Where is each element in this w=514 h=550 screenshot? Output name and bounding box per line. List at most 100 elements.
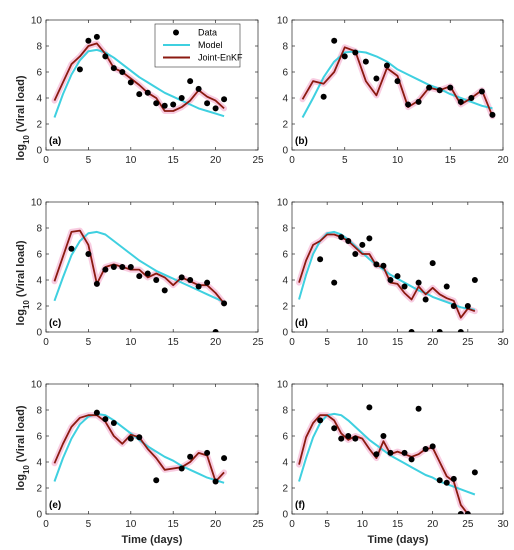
data-point xyxy=(373,75,380,82)
y-tick-label: 2 xyxy=(282,484,288,495)
data-point xyxy=(331,425,338,432)
y-tick-label: 2 xyxy=(36,120,42,131)
data-point xyxy=(127,435,134,442)
data-point xyxy=(331,279,338,286)
data-point xyxy=(450,475,457,482)
x-tick-label: 25 xyxy=(462,519,474,530)
data-point xyxy=(401,283,408,290)
y-tick-label: 6 xyxy=(282,250,288,261)
enkf-line xyxy=(298,414,469,514)
x-tick-label: 5 xyxy=(324,337,330,348)
data-point xyxy=(153,100,160,107)
xlabel-right: Time (days) xyxy=(368,534,429,546)
x-tick-label: 30 xyxy=(497,519,509,530)
x-tick-label: 0 xyxy=(289,155,295,166)
data-point xyxy=(489,111,496,118)
y-tick-label: 8 xyxy=(282,224,288,235)
x-tick-label: 10 xyxy=(125,155,137,166)
data-point xyxy=(436,87,443,94)
legend-label-model: Model xyxy=(198,40,223,50)
enkf-line xyxy=(298,233,476,319)
data-point xyxy=(76,66,83,73)
data-point xyxy=(212,105,219,112)
data-point xyxy=(352,435,359,442)
data-point xyxy=(317,417,324,424)
panel-label-c: (c) xyxy=(49,318,61,329)
data-point xyxy=(170,101,177,108)
data-point xyxy=(366,404,373,411)
data-point xyxy=(119,264,126,270)
data-point xyxy=(187,78,194,85)
plot-content-a xyxy=(51,33,228,118)
data-point xyxy=(127,79,134,86)
x-tick-label: 0 xyxy=(289,337,295,348)
data-point xyxy=(380,262,387,269)
data-point xyxy=(341,53,348,60)
x-tick-label: 0 xyxy=(43,155,49,166)
panel-label-a: (a) xyxy=(49,136,61,147)
y-tick-label: 2 xyxy=(36,302,42,313)
data-point xyxy=(415,405,422,412)
data-point xyxy=(450,303,457,309)
plot-content-b xyxy=(299,37,496,120)
x-tick-label: 5 xyxy=(86,337,92,348)
y-tick-label: 10 xyxy=(31,380,43,391)
data-point xyxy=(178,274,185,281)
data-point xyxy=(204,100,211,107)
data-point xyxy=(373,261,380,268)
legend-label-enkf: Joint-EnKF xyxy=(198,53,243,63)
data-point xyxy=(331,37,338,44)
model-line xyxy=(301,50,493,118)
y-tick-label: 6 xyxy=(282,68,288,79)
data-point xyxy=(471,469,478,476)
data-point xyxy=(426,84,433,91)
x-tick-label: 15 xyxy=(168,155,180,166)
data-point xyxy=(394,78,401,85)
x-tick-label: 15 xyxy=(392,519,404,530)
data-point xyxy=(468,95,475,101)
data-point xyxy=(464,303,471,309)
y-tick-label: 4 xyxy=(36,94,42,105)
y-tick-label: 8 xyxy=(36,224,42,235)
legend-label-data: Data xyxy=(198,28,217,38)
x-tick-label: 15 xyxy=(392,337,404,348)
plot-content-e xyxy=(51,409,228,485)
x-tick-label: 5 xyxy=(86,519,92,530)
data-point xyxy=(221,96,228,103)
x-tick-label: 5 xyxy=(324,519,330,530)
data-point xyxy=(153,277,160,283)
x-tick-label: 10 xyxy=(357,337,369,348)
data-point xyxy=(178,95,185,101)
data-point xyxy=(352,251,359,257)
legend-data-marker xyxy=(173,29,179,36)
ylabel-bottom: log10 (Viral load) xyxy=(15,405,31,490)
data-point xyxy=(345,433,352,439)
data-point xyxy=(436,477,443,484)
data-point xyxy=(102,53,109,60)
y-tick-label: 4 xyxy=(282,276,288,287)
y-tick-label: 4 xyxy=(36,276,42,287)
y-tick-label: 6 xyxy=(36,250,42,261)
data-point xyxy=(187,453,194,460)
panel-label-b: (b) xyxy=(295,136,308,147)
y-tick-label: 10 xyxy=(31,198,43,209)
data-point xyxy=(405,101,412,108)
y-tick-label: 6 xyxy=(282,432,288,443)
data-point xyxy=(93,409,100,416)
data-point xyxy=(85,251,92,257)
data-point xyxy=(401,449,408,456)
plot-area-c xyxy=(45,201,259,333)
panel-d: 0 5 10 15 20 25 30 0 2 4 6 8 10 (d) xyxy=(277,198,509,349)
data-point xyxy=(85,37,92,44)
model-line xyxy=(53,48,225,118)
panel-label-e: (e) xyxy=(49,500,61,511)
data-point xyxy=(110,65,117,72)
data-point xyxy=(362,58,369,65)
data-point xyxy=(387,449,394,456)
data-point xyxy=(443,479,450,486)
data-point xyxy=(317,256,324,263)
ylabel-top: log10 (Viral load) xyxy=(15,75,31,160)
panel-c: 0 5 10 15 20 25 0 2 4 6 8 10 (c) xyxy=(31,198,264,349)
x-tick-label: 25 xyxy=(252,519,264,530)
